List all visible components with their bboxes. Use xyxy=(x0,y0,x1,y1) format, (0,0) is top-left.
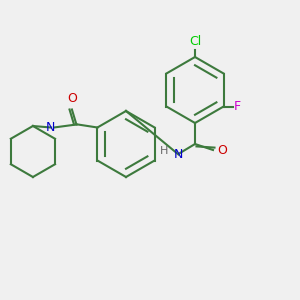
Text: O: O xyxy=(218,143,227,157)
Text: O: O xyxy=(67,92,77,105)
Text: N: N xyxy=(174,148,183,161)
Text: N: N xyxy=(46,121,56,134)
Text: Cl: Cl xyxy=(189,35,201,48)
Text: H: H xyxy=(160,146,168,157)
Text: F: F xyxy=(234,100,241,113)
